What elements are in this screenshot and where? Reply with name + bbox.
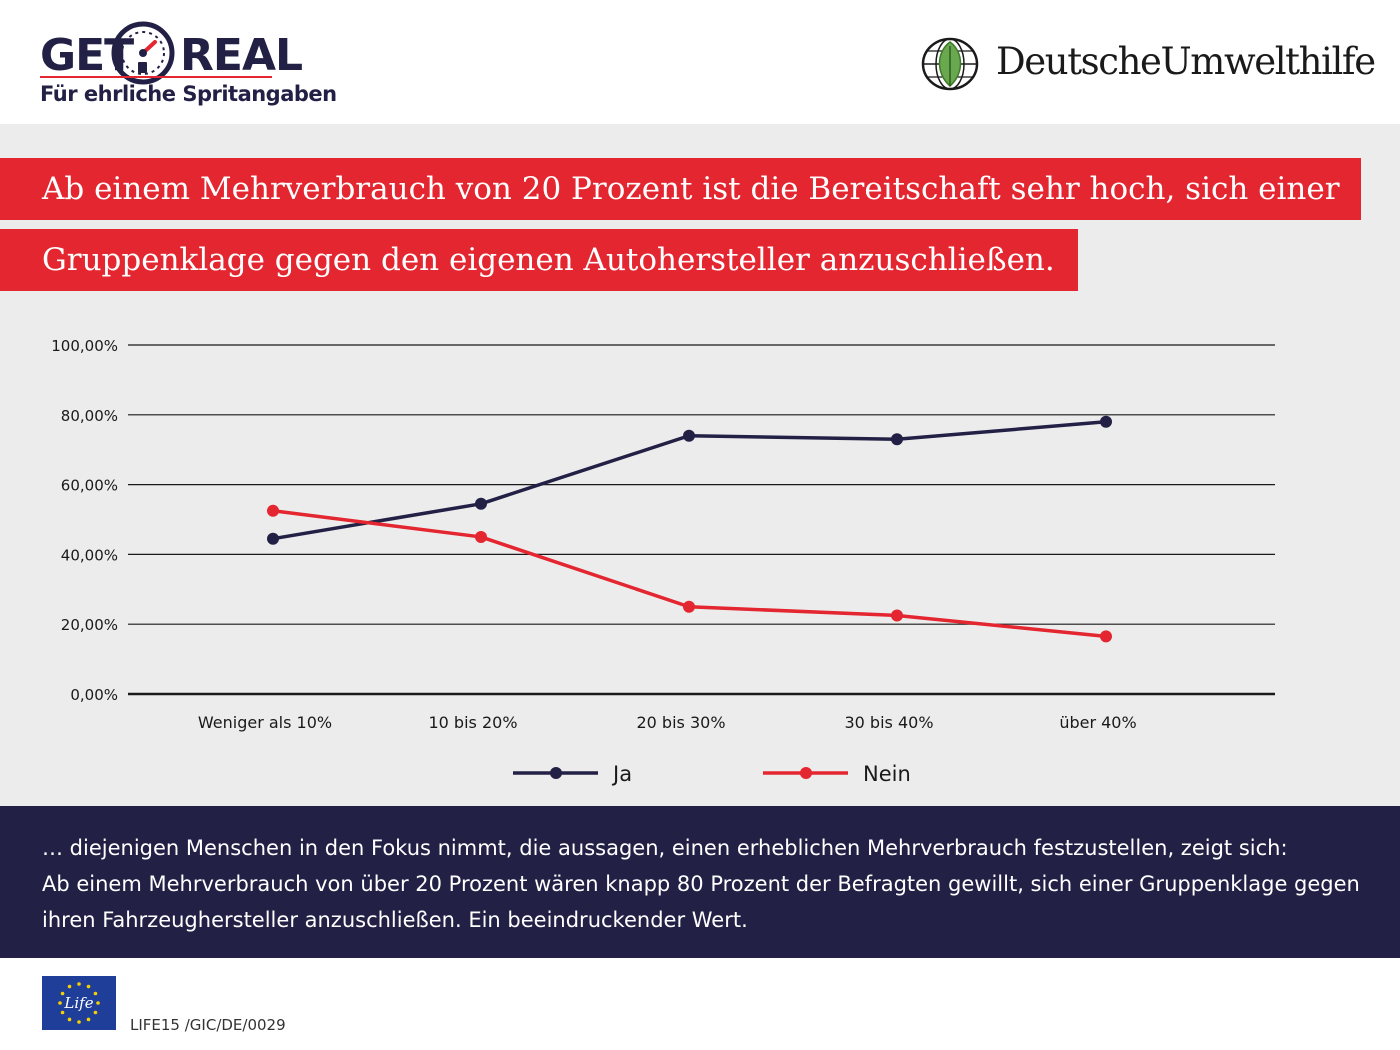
flag-star (77, 1020, 81, 1024)
y-tick-label: 100,00% (51, 337, 118, 355)
get-real-logo: GET REAL Für ehrliche Spritangaben (40, 14, 337, 114)
chart-grid (128, 344, 1275, 696)
legend-label-nein: Nein (863, 762, 911, 786)
data-point-ja (683, 429, 695, 442)
fuel-gauge-icon (111, 21, 175, 85)
data-point-nein (891, 609, 903, 622)
legend-marker-nein (800, 767, 812, 779)
x-axis-ticks: Weniger als 10% 10 bis 20% 20 bis 30% 30 bi… (198, 713, 1137, 732)
x-tick-label: 30 bis 40% (844, 713, 933, 732)
logo-subtitle: Für ehrliche Spritangaben (40, 82, 337, 106)
headline-line-2: Gruppenklage gegen den eigenen Autoherst… (0, 229, 1078, 291)
flag-star (58, 1001, 62, 1005)
leaf-globe-icon (921, 37, 979, 91)
flag-star (93, 1010, 98, 1015)
legend-marker-ja (550, 767, 562, 779)
life-project-code: LIFE15 /GIC/DE/0029 (130, 1016, 286, 1034)
summary-band: … diejenigen Menschen in den Fokus nimmt… (0, 806, 1400, 958)
logo-divider (40, 76, 272, 78)
flag-star (93, 991, 98, 996)
flag-star (67, 1017, 72, 1022)
y-tick-label: 40,00% (61, 546, 118, 564)
chart-legend: Ja Nein (513, 762, 911, 786)
data-point-ja (267, 532, 279, 545)
summary-line-1: … diejenigen Menschen in den Fokus nimmt… (42, 836, 1288, 860)
x-tick-label: über 40% (1059, 713, 1136, 732)
data-point-nein (267, 504, 279, 517)
y-tick-label: 0,00% (70, 686, 118, 704)
flag-star (60, 991, 65, 996)
flag-star (86, 984, 91, 989)
summary-line-3: ihren Fahrzeughersteller anzuschließen. … (42, 908, 748, 932)
data-point-ja (475, 497, 487, 510)
data-point-nein (475, 530, 487, 543)
y-axis-ticks: 100,00% 80,00% 60,00% 40,00% 20,00% 0,00% (51, 337, 118, 704)
flag-star (96, 1001, 100, 1005)
y-tick-label: 60,00% (61, 477, 118, 495)
summary-line-2: Ab einem Mehrverbrauch von über 20 Proze… (42, 872, 1360, 896)
legend-label-ja: Ja (611, 762, 632, 786)
duh-logo: DeutscheUmwelthilfe (920, 34, 1376, 94)
flag-star (60, 1010, 65, 1015)
x-tick-label: 20 bis 30% (636, 713, 725, 732)
flag-star (86, 1017, 91, 1022)
series-line-nein (272, 509, 1107, 639)
y-tick-label: 80,00% (61, 407, 118, 425)
header: GET REAL Für ehrliche Spritangaben Deuts… (0, 0, 1400, 124)
data-point-nein (683, 600, 695, 613)
chart-series (267, 415, 1112, 643)
duh-wordmark: DeutscheUmwelthilfe (996, 40, 1376, 83)
line-chart: 100,00% 80,00% 60,00% 40,00% 20,00% 0,00% Wen… (51, 337, 1275, 786)
data-point-nein (1100, 630, 1112, 643)
flag-star (67, 984, 72, 989)
data-point-ja (1100, 415, 1112, 428)
headline-line-1: Ab einem Mehrverbrauch von 20 Prozent is… (0, 158, 1361, 220)
y-tick-label: 20,00% (61, 616, 118, 634)
eu-life-flag-icon: Life (42, 976, 116, 1030)
x-tick-label: Weniger als 10% (198, 713, 332, 732)
logo-word-real: REAL (180, 30, 303, 81)
life-flag-text: Life (63, 994, 93, 1012)
flag-star (77, 982, 81, 986)
data-point-ja (891, 433, 903, 446)
x-tick-label: 10 bis 20% (428, 713, 517, 732)
